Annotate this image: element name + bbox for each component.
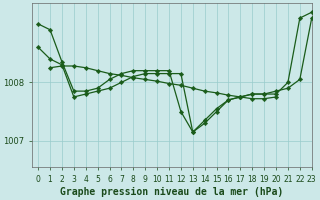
X-axis label: Graphe pression niveau de la mer (hPa): Graphe pression niveau de la mer (hPa) bbox=[60, 186, 284, 197]
